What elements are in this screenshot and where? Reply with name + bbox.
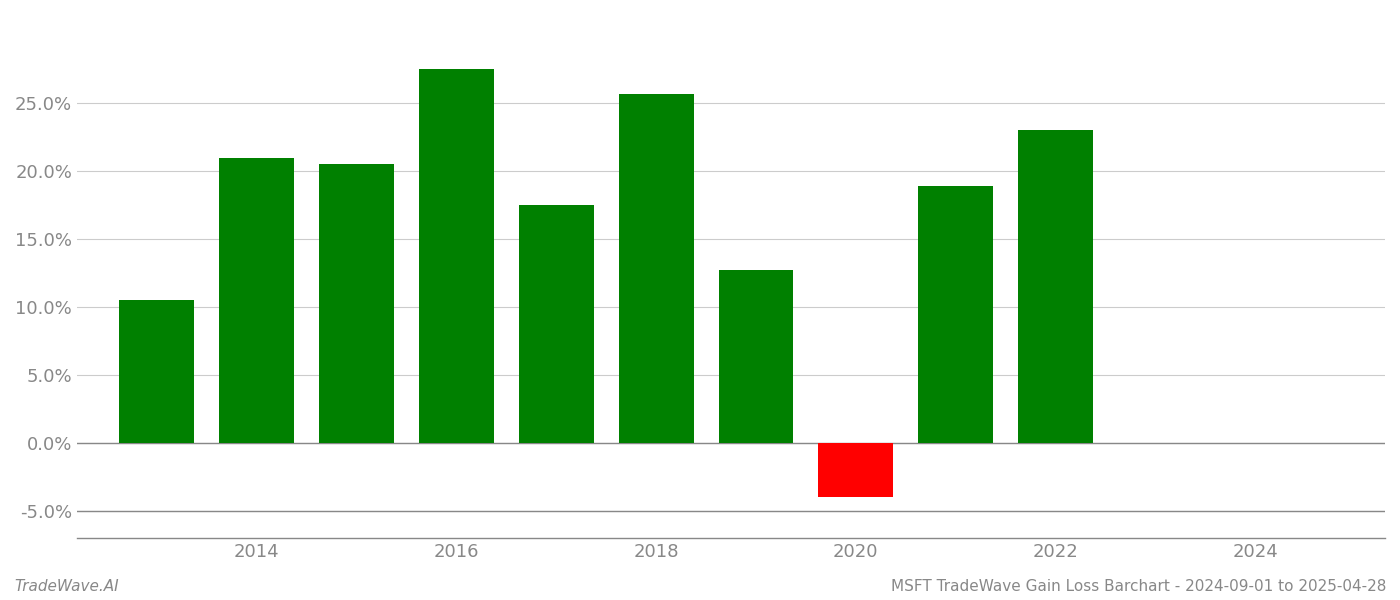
Text: MSFT TradeWave Gain Loss Barchart - 2024-09-01 to 2025-04-28: MSFT TradeWave Gain Loss Barchart - 2024… (890, 579, 1386, 594)
Bar (1018, 130, 1093, 443)
Bar (220, 158, 294, 443)
Bar (119, 301, 195, 443)
Bar (918, 186, 993, 443)
Bar (419, 70, 494, 443)
Bar (718, 271, 794, 443)
Bar (819, 443, 893, 497)
Bar (619, 94, 693, 443)
Bar (519, 205, 594, 443)
Bar (319, 164, 393, 443)
Text: TradeWave.AI: TradeWave.AI (14, 579, 119, 594)
